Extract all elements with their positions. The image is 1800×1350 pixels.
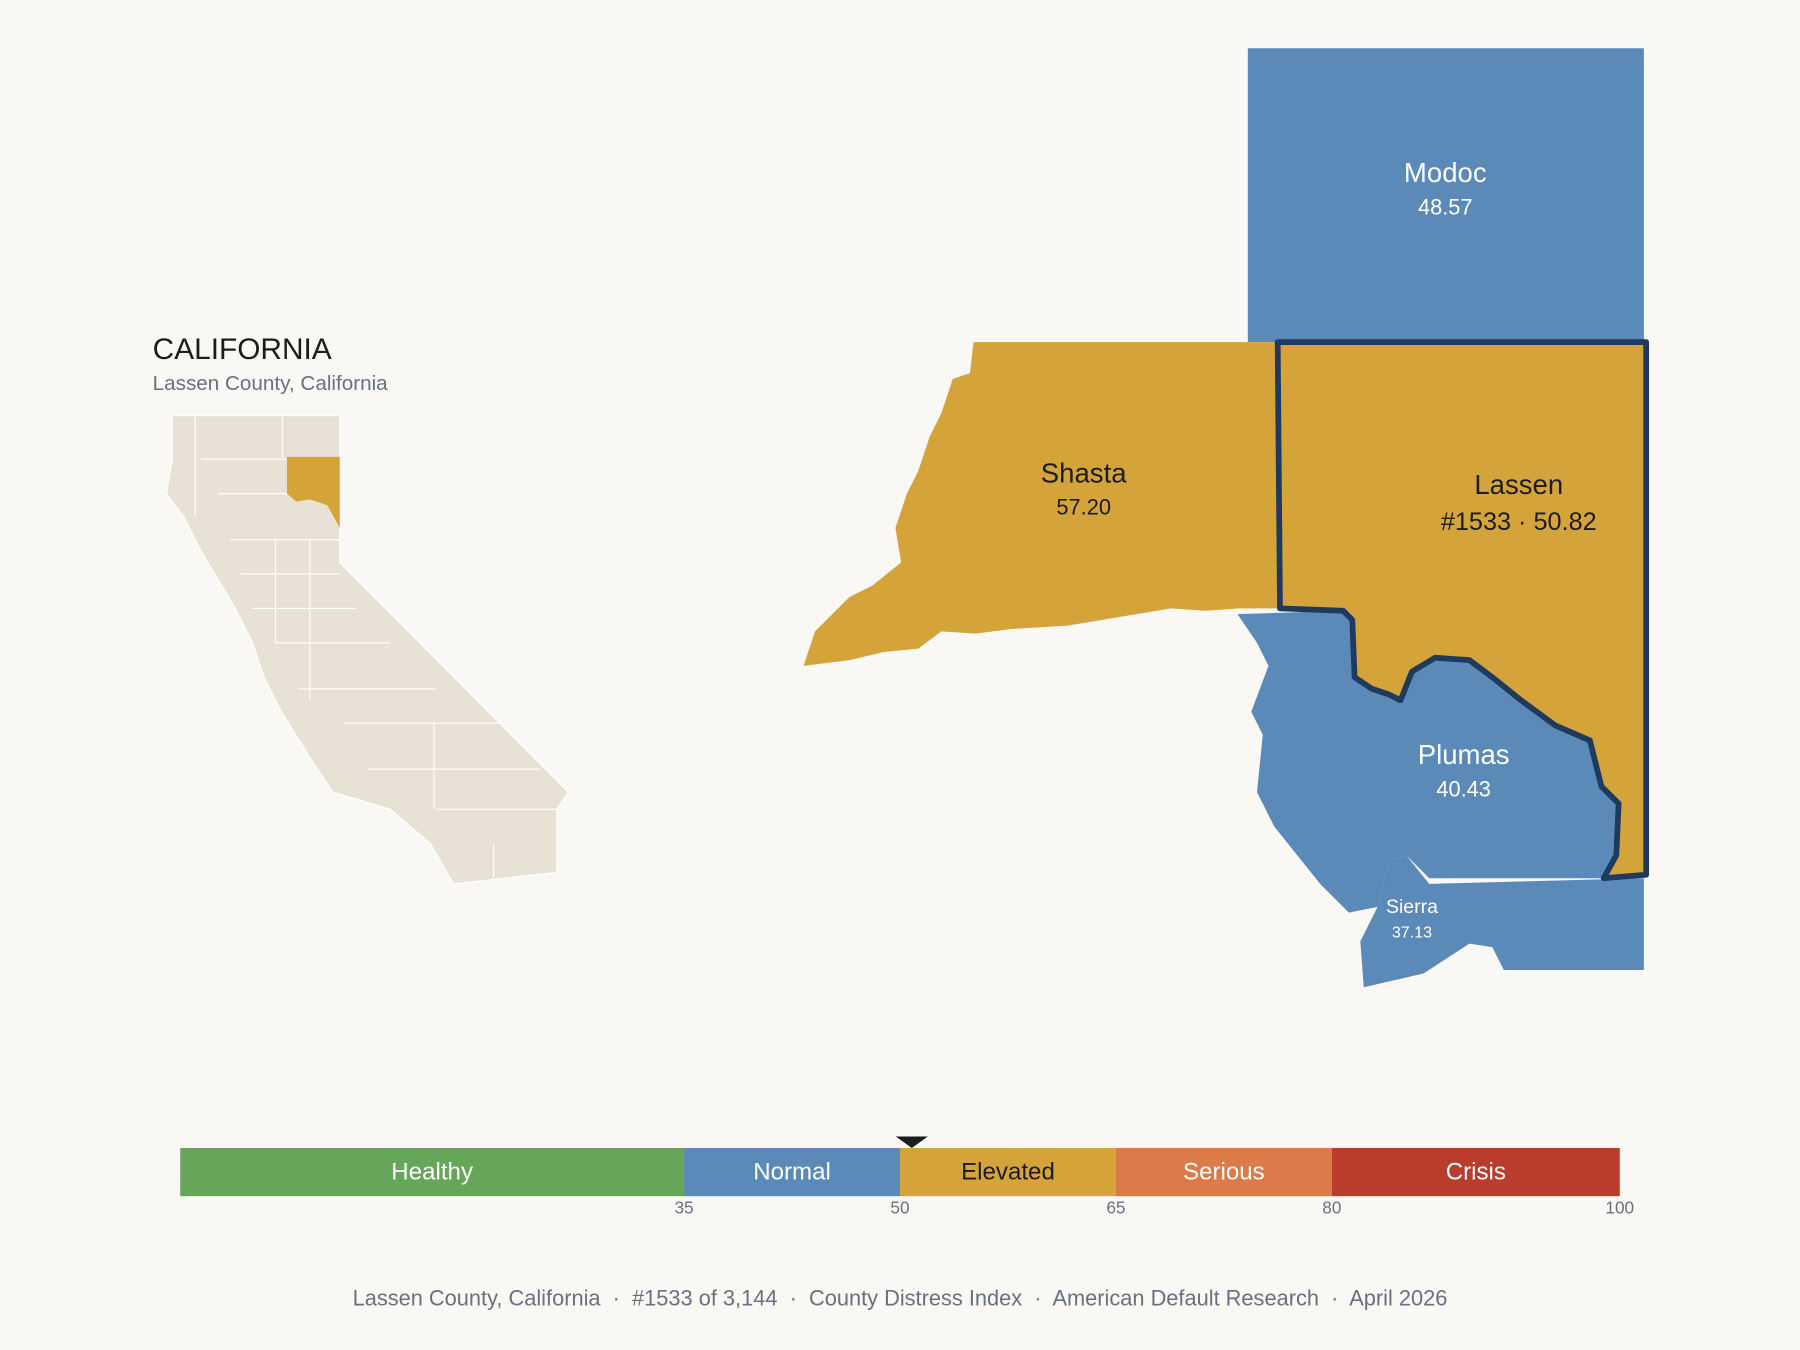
county-modoc xyxy=(1247,48,1644,343)
tick-label: 80 xyxy=(1322,1197,1341,1217)
tick-label: 65 xyxy=(1106,1197,1125,1217)
band-label: Healthy xyxy=(391,1159,473,1186)
distress-scale: Healthy Normal Elevated Serious Crisis 35 50 65… xyxy=(180,1136,1634,1217)
county-sierra xyxy=(1360,855,1644,988)
scale-band xyxy=(900,1147,1116,1197)
scale-band xyxy=(180,1147,685,1197)
county-lassen xyxy=(1274,339,1650,882)
inset-lines xyxy=(194,415,557,884)
inset-lassen xyxy=(286,456,340,529)
scale-band xyxy=(1331,1147,1620,1197)
county-plumas xyxy=(1237,610,1619,913)
footer: Lassen County, California · #1533 of 3,1… xyxy=(353,1285,1448,1310)
county-name: Shasta xyxy=(1041,458,1127,489)
county-name: Lassen xyxy=(1474,469,1563,500)
band-label: Serious xyxy=(1183,1159,1265,1186)
county-shasta xyxy=(803,342,1279,666)
inset-subtitle: Lassen County, California xyxy=(153,372,389,395)
band-label: Crisis xyxy=(1446,1159,1506,1186)
scale-band xyxy=(684,1147,900,1197)
county-name: Modoc xyxy=(1404,157,1487,188)
county-value: 37.13 xyxy=(1392,924,1432,942)
county-name: Sierra xyxy=(1386,896,1438,918)
tick-label: 50 xyxy=(890,1197,909,1217)
county-value: 40.43 xyxy=(1436,777,1491,802)
inset-title: CALIFORNIA xyxy=(153,333,332,366)
band-label: Normal xyxy=(753,1159,831,1186)
inset-county-lines xyxy=(194,415,557,884)
band-label: Elevated xyxy=(961,1159,1055,1186)
county-value: #1533 · 50.82 xyxy=(1441,508,1597,536)
county-name: Plumas xyxy=(1418,739,1510,770)
score-marker xyxy=(895,1136,928,1148)
scale-band xyxy=(1115,1147,1332,1197)
county-value: 57.20 xyxy=(1056,494,1111,519)
tick-label: 35 xyxy=(674,1197,693,1217)
california-outline xyxy=(165,414,569,885)
county-value: 48.57 xyxy=(1418,195,1473,220)
tick-label: 100 xyxy=(1605,1197,1634,1217)
